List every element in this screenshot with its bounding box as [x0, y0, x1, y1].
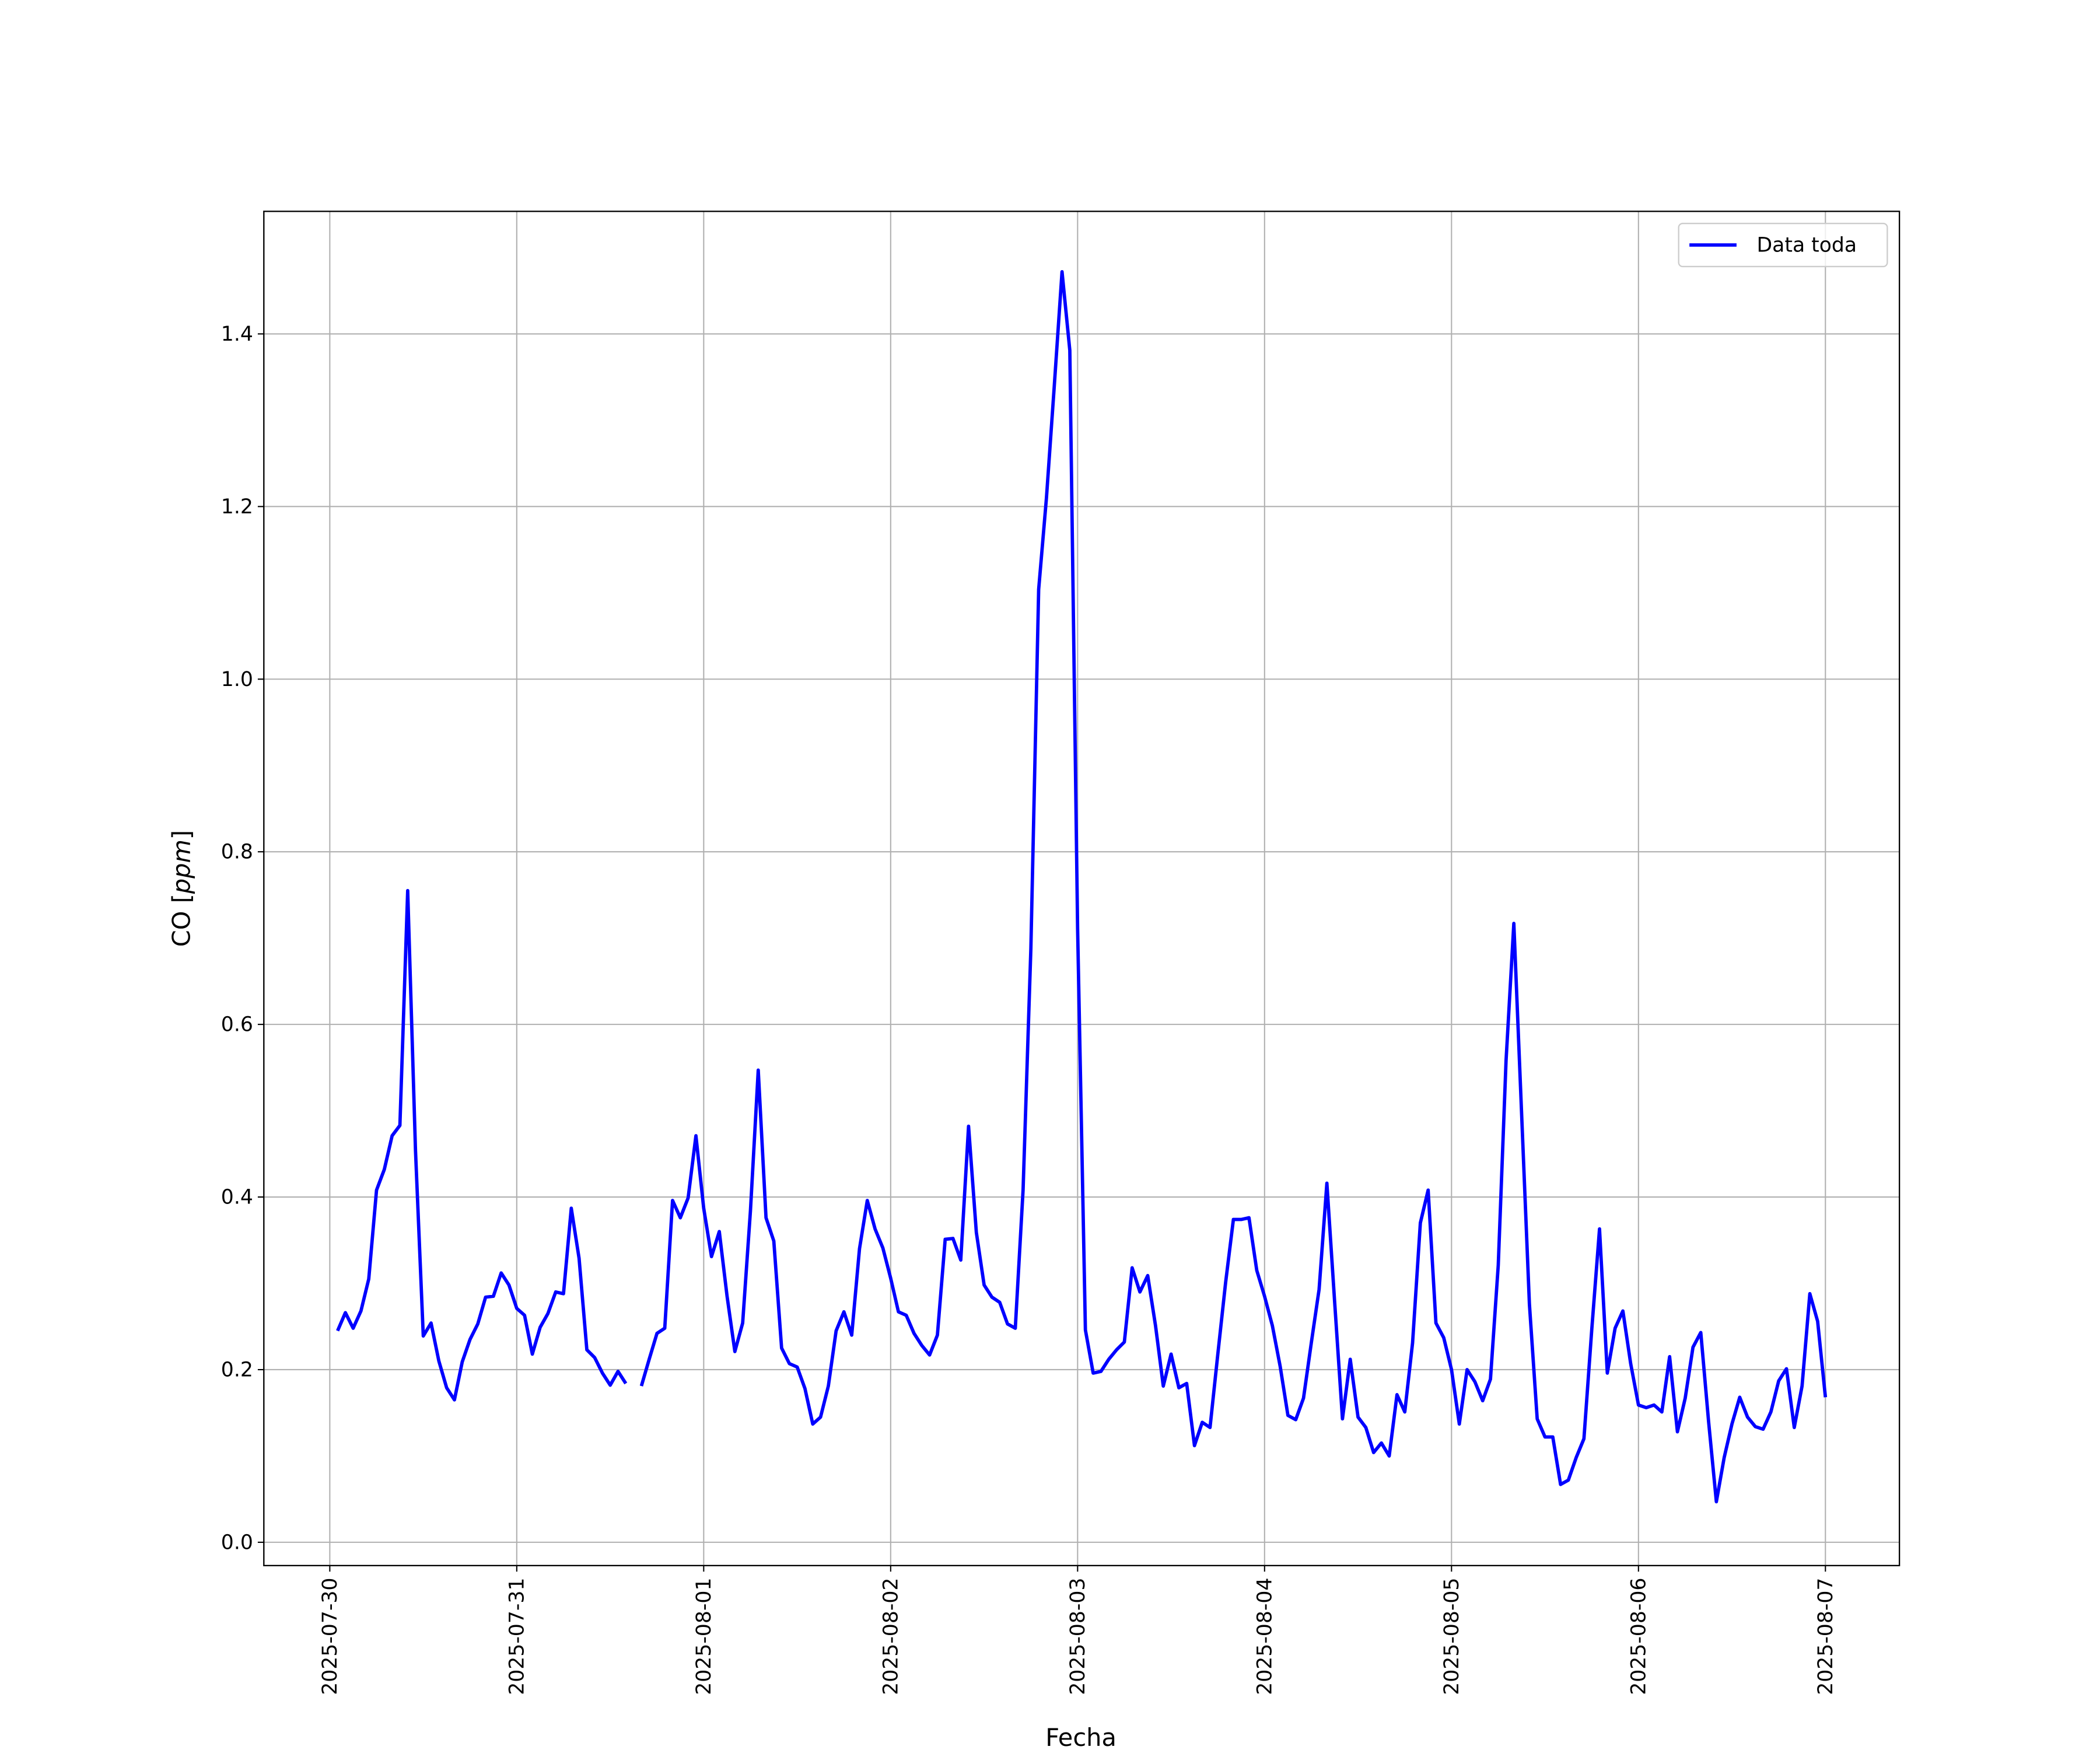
y-tick-label: 0.0: [221, 1531, 253, 1554]
legend-label: Data toda: [1757, 234, 1857, 257]
y-tick-label: 0.8: [221, 841, 253, 864]
grid: [264, 211, 1900, 1566]
x-tick-label: 2025-08-05: [1440, 1578, 1464, 1695]
y-axis-label: CO [ppm]: [167, 830, 195, 947]
x-axis-label: Fecha: [1045, 1723, 1116, 1750]
x-tick-label: 2025-07-30: [318, 1578, 342, 1695]
legend: Data toda: [1678, 222, 1888, 268]
y-tick-label: 0.4: [221, 1186, 253, 1209]
x-tick-label: 2025-08-04: [1253, 1578, 1276, 1695]
x-tick-label: 2025-08-01: [692, 1578, 716, 1695]
series-layer: [336, 270, 1828, 1504]
x-tick-label: 2025-08-07: [1814, 1578, 1838, 1695]
y-tick-label: 1.2: [221, 495, 253, 519]
legend-box: [1678, 222, 1888, 268]
y-axis-label-part: ppm: [167, 839, 195, 894]
y-tick-label: 0.6: [221, 1013, 253, 1037]
x-axis: 2025-07-30 2025-07-31 2025-08-01 2025-08-02…: [318, 1565, 1838, 1695]
x-tick-label: 2025-08-06: [1627, 1578, 1650, 1695]
axes-frame: [263, 211, 1901, 1566]
y-tick-label: 0.2: [221, 1359, 253, 1382]
y-tick-label: 1.0: [221, 668, 253, 691]
y-axis-label-part: CO [: [167, 894, 195, 947]
x-tick-label: 2025-08-02: [879, 1578, 902, 1695]
x-tick-label: 2025-08-03: [1066, 1578, 1090, 1695]
y-axis: 0.0 0.2 0.4 0.6 0.8 1.0 1.2 1.4: [221, 323, 264, 1554]
x-tick-label: 2025-07-31: [505, 1578, 528, 1695]
plot-area: [264, 211, 1900, 1566]
y-tick-label: 1.4: [221, 323, 253, 346]
y-axis-label-part: ]: [167, 830, 195, 839]
